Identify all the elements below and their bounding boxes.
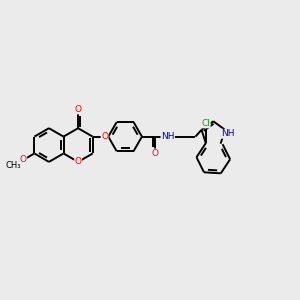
Text: O: O [101,132,108,141]
Text: O: O [75,105,82,114]
Text: O: O [75,158,82,166]
Text: NH: NH [161,132,175,141]
Text: Cl: Cl [201,119,210,128]
Text: O: O [20,155,27,164]
Text: CH₃: CH₃ [5,161,21,170]
Text: O: O [151,149,158,158]
Text: NH: NH [221,129,235,138]
